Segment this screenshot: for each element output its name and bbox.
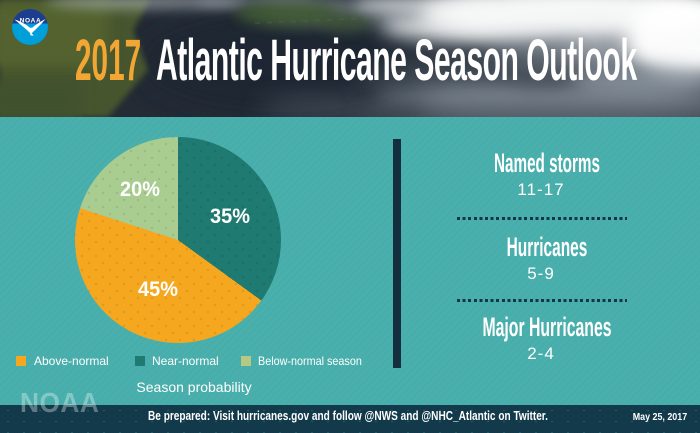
svg-text:NOAA: NOAA bbox=[20, 18, 42, 25]
